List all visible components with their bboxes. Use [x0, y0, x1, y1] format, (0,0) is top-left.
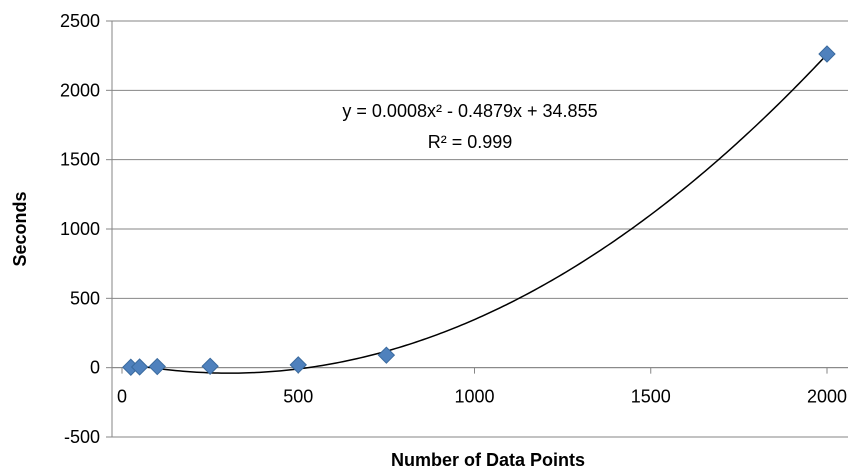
y-tick-label: 2500 — [60, 11, 100, 31]
data-point — [289, 356, 307, 374]
data-point — [148, 357, 166, 376]
data-point — [201, 357, 219, 375]
trendline — [130, 53, 828, 374]
y-tick-label: 2000 — [60, 80, 100, 100]
y-axis-title: Seconds — [10, 191, 30, 266]
y-tick-label: 1000 — [60, 219, 100, 239]
x-tick-label: 2000 — [807, 387, 847, 407]
trendline-equation: y = 0.0008x² - 0.4879x + 34.855 — [342, 101, 597, 121]
data-point — [130, 358, 149, 376]
data-point — [377, 346, 396, 364]
x-tick-label: 500 — [283, 387, 313, 407]
y-tick-label: 500 — [70, 288, 100, 308]
x-axis-title: Number of Data Points — [391, 450, 585, 470]
r-squared-label: R² = 0.999 — [428, 132, 513, 152]
x-tick-label: 0 — [117, 387, 127, 407]
y-tick-label: 1500 — [60, 150, 100, 170]
data-point — [818, 45, 836, 63]
x-tick-label: 1500 — [631, 387, 671, 407]
y-tick-label: -500 — [64, 427, 100, 447]
x-tick-label: 1000 — [454, 387, 494, 407]
y-tick-label: 0 — [90, 358, 100, 378]
